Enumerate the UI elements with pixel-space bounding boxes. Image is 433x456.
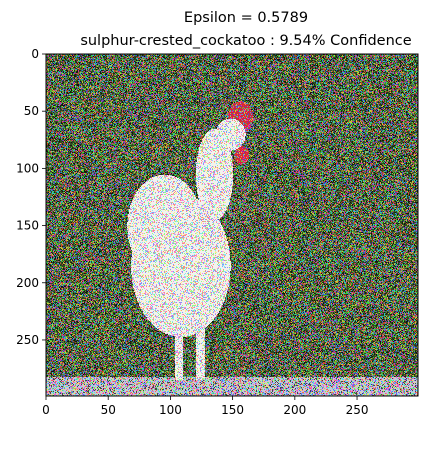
x-tick-label: 50: [101, 403, 116, 417]
y-axis: 0 50 100 150 200 250: [16, 47, 46, 347]
y-tick-label: 0: [31, 47, 39, 61]
y-tick-label: 200: [16, 276, 39, 290]
title-line-2: sulphur-crested_cockatoo : 9.54% Confide…: [80, 33, 411, 49]
y-tick-label: 250: [16, 333, 39, 347]
x-tick-label: 150: [221, 403, 244, 417]
title-line-1: Epsilon = 0.5789: [184, 10, 308, 26]
x-tick-label: 100: [159, 403, 182, 417]
x-tick-label: 250: [346, 403, 369, 417]
image-canvas: [46, 54, 418, 396]
x-tick-label: 0: [42, 403, 50, 417]
y-tick-label: 150: [16, 219, 39, 233]
x-tick-label: 200: [283, 403, 306, 417]
y-tick-label: 100: [16, 161, 39, 175]
axes-frame: [45, 53, 419, 397]
x-axis: 0 50 100 150 200 250: [42, 396, 368, 417]
y-tick-label: 50: [24, 104, 39, 118]
image-container: [46, 54, 418, 396]
